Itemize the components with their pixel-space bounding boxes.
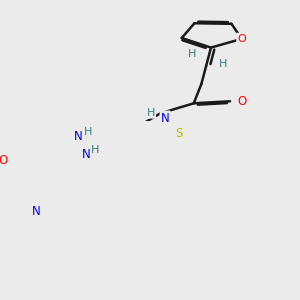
Text: O: O	[237, 34, 246, 44]
Text: N: N	[32, 205, 40, 218]
Text: H: H	[147, 108, 155, 118]
Text: S: S	[176, 127, 183, 140]
Text: H: H	[188, 49, 196, 59]
Text: N: N	[161, 112, 170, 125]
Text: N: N	[81, 148, 90, 161]
Text: N: N	[74, 130, 82, 143]
Text: H: H	[83, 127, 92, 137]
Text: O: O	[0, 154, 7, 167]
Text: H: H	[219, 59, 228, 69]
Text: O: O	[237, 95, 246, 108]
Text: H: H	[91, 145, 100, 155]
